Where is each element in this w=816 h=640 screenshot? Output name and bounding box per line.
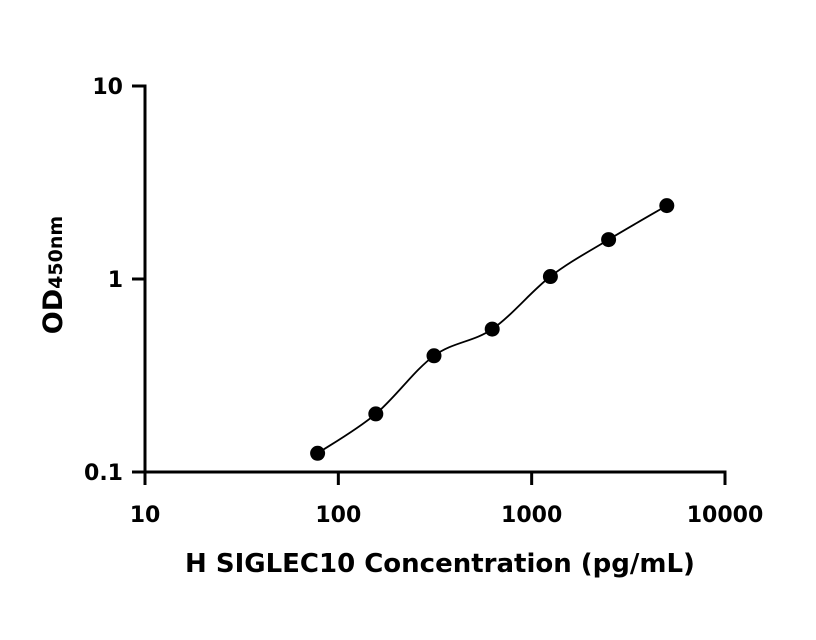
y-tick-label-0: 0.1 <box>84 461 123 486</box>
y-axis-title-main: OD <box>38 289 69 334</box>
y-tick-label-2: 10 <box>92 75 123 100</box>
data-point-5 <box>601 232 617 248</box>
x-tick-label-3: 10000 <box>687 503 764 528</box>
data-point-2 <box>426 348 442 364</box>
x-tick-label-1: 100 <box>315 503 361 528</box>
x-tick-label-0: 10 <box>130 503 161 528</box>
data-point-3 <box>484 321 500 337</box>
data-points-group <box>310 198 675 461</box>
y-ticks-group: 0.1 1 10 <box>84 75 145 486</box>
data-point-4 <box>542 269 558 285</box>
x-tick-label-2: 1000 <box>501 503 562 528</box>
data-point-1 <box>368 406 384 422</box>
data-point-0 <box>310 445 326 461</box>
data-point-6 <box>659 198 675 214</box>
x-ticks-group: 10 100 1000 10000 <box>130 472 764 528</box>
y-axis-title: OD450nm <box>38 216 69 334</box>
y-tick-label-1: 1 <box>108 268 123 293</box>
x-axis-title: H SIGLEC10 Concentration (pg/mL) <box>185 549 695 579</box>
y-axis-title-subscript: 450nm <box>45 216 67 289</box>
axes-group <box>143 84 727 474</box>
